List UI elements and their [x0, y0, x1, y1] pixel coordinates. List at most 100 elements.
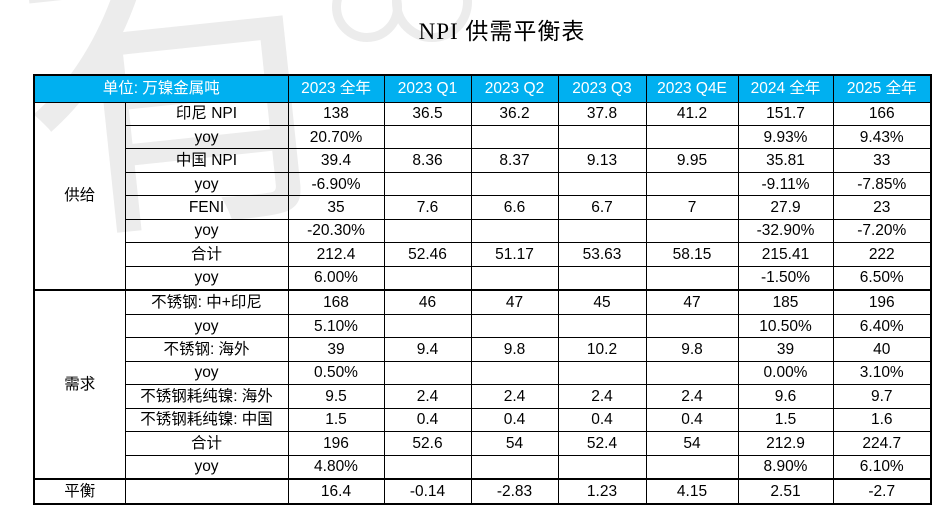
- value-cell: 27.9: [737, 195, 834, 220]
- period-col-header: 2023 全年: [287, 74, 385, 103]
- value-cell: 0.50%: [287, 360, 385, 386]
- value-cell: 54: [470, 431, 559, 456]
- row-label-cell: [124, 478, 289, 505]
- value-cell: [470, 360, 559, 386]
- table-row: yoy 5.10% 10.50% 6.40%: [34, 313, 932, 339]
- value-cell: 9.4: [383, 337, 472, 362]
- value-cell: [470, 218, 559, 244]
- value-cell: 10.2: [557, 337, 647, 362]
- table-row: yoy -6.90% -9.11% -7.85%: [34, 171, 932, 197]
- value-cell: -7.20%: [832, 218, 932, 244]
- value-cell: 6.10%: [832, 454, 932, 480]
- value-cell: -20.30%: [287, 218, 385, 244]
- value-cell: -32.90%: [737, 218, 834, 244]
- value-cell: [383, 124, 472, 150]
- row-label-cell: 不锈钢: 海外: [124, 337, 289, 362]
- value-cell: 53.63: [557, 242, 647, 267]
- value-cell: -1.50%: [737, 265, 834, 291]
- value-cell: 0.00%: [737, 360, 834, 386]
- value-cell: 36.5: [383, 101, 472, 126]
- table-row: yoy -20.30% -32.90% -7.20%: [34, 218, 932, 244]
- value-cell: 23: [832, 195, 932, 220]
- value-cell: [470, 454, 559, 480]
- row-label-cell: yoy: [124, 454, 289, 480]
- value-cell: 39: [287, 337, 385, 362]
- value-cell: 52.6: [383, 431, 472, 456]
- table-row: 供给 印尼 NPI 138 36.5 36.2 37.8 41.2 151.7 166: [33, 101, 932, 291]
- value-cell: 37.8: [557, 101, 647, 126]
- row-label-cell: yoy: [124, 360, 289, 386]
- value-cell: -7.85%: [832, 171, 932, 197]
- value-cell: 2.4: [470, 384, 559, 409]
- value-cell: 6.6: [470, 195, 559, 220]
- row-label-cell: yoy: [124, 265, 289, 291]
- period-col-header: 2025 全年: [832, 74, 932, 103]
- value-cell: 8.37: [470, 148, 559, 173]
- value-cell: 2.51: [737, 478, 834, 505]
- value-cell: [557, 454, 647, 480]
- table-row: 合计 212.4 52.46 51.17 53.63 58.15 215.41 222: [34, 242, 932, 267]
- value-cell: [645, 218, 739, 244]
- value-cell: 40: [832, 337, 932, 362]
- row-label-cell: 合计: [124, 242, 289, 267]
- value-cell: 35: [287, 195, 385, 220]
- value-cell: 0.4: [470, 407, 559, 433]
- value-cell: [557, 218, 647, 244]
- value-cell: [470, 313, 559, 339]
- value-cell: [470, 265, 559, 291]
- row-label-cell: 不锈钢耗纯镍: 海外: [124, 384, 289, 409]
- table-row: 合计 196 52.6 54 52.4 54 212.9 224.7: [34, 431, 932, 456]
- value-cell: 58.15: [645, 242, 739, 267]
- row-label-cell: yoy: [124, 313, 289, 339]
- value-cell: 2.4: [557, 384, 647, 409]
- value-cell: 6.50%: [832, 265, 932, 291]
- value-cell: [557, 124, 647, 150]
- value-cell: 7: [645, 195, 739, 220]
- value-cell: 212.9: [737, 431, 834, 456]
- npi-balance-table: 单位: 万镍金属吨 2023 全年 2023 Q1 2023 Q2 2023 Q3 20…: [33, 74, 932, 505]
- value-cell: [645, 265, 739, 291]
- value-cell: 0.4: [383, 407, 472, 433]
- value-cell: 6.00%: [287, 265, 385, 291]
- value-cell: 168: [287, 289, 385, 315]
- group-label-cell: 平衡: [33, 478, 126, 505]
- value-cell: [557, 171, 647, 197]
- value-cell: [383, 360, 472, 386]
- row-label-cell: yoy: [124, 124, 289, 150]
- row-label-cell: 印尼 NPI: [124, 101, 289, 126]
- row-label-cell: 合计: [124, 431, 289, 456]
- value-cell: [383, 454, 472, 480]
- period-col-header: 2023 Q1: [383, 74, 472, 103]
- value-cell: 10.50%: [737, 313, 834, 339]
- value-cell: 51.17: [470, 242, 559, 267]
- value-cell: -2.7: [832, 478, 932, 505]
- table-row: FENI 35 7.6 6.6 6.7 7 27.9 23: [34, 195, 932, 220]
- value-cell: 1.23: [557, 478, 647, 505]
- value-cell: 9.7: [832, 384, 932, 409]
- group-label-cell: 需求: [33, 289, 126, 480]
- value-cell: 33: [832, 148, 932, 173]
- value-cell: 215.41: [737, 242, 834, 267]
- value-cell: 41.2: [645, 101, 739, 126]
- table-row: 平衡 16.4 -0.14 -2.83 1.23 4.15 2.51 -2.7: [33, 478, 932, 505]
- table-row: 不锈钢耗纯镍: 中国 1.5 0.4 0.4 0.4 0.4 1.5 1.6: [34, 407, 932, 433]
- value-cell: 4.15: [645, 478, 739, 505]
- table-header-row: 单位: 万镍金属吨 2023 全年 2023 Q1 2023 Q2 2023 Q3 20…: [33, 74, 932, 103]
- value-cell: 9.43%: [832, 124, 932, 150]
- value-cell: 39.4: [287, 148, 385, 173]
- value-cell: 0.4: [645, 407, 739, 433]
- value-cell: 9.93%: [737, 124, 834, 150]
- value-cell: -2.83: [470, 478, 559, 505]
- value-cell: [470, 124, 559, 150]
- value-cell: -6.90%: [287, 171, 385, 197]
- value-cell: 47: [470, 289, 559, 315]
- table-row: yoy 0.50% 0.00% 3.10%: [34, 360, 932, 386]
- value-cell: 46: [383, 289, 472, 315]
- value-cell: [383, 171, 472, 197]
- value-cell: [383, 313, 472, 339]
- value-cell: 1.5: [737, 407, 834, 433]
- value-cell: 9.95: [645, 148, 739, 173]
- table-row: yoy 6.00% -1.50% 6.50%: [34, 265, 932, 291]
- table-row: 不锈钢: 海外 39 9.4 9.8 10.2 9.8 39 40: [34, 337, 932, 362]
- value-cell: 39: [737, 337, 834, 362]
